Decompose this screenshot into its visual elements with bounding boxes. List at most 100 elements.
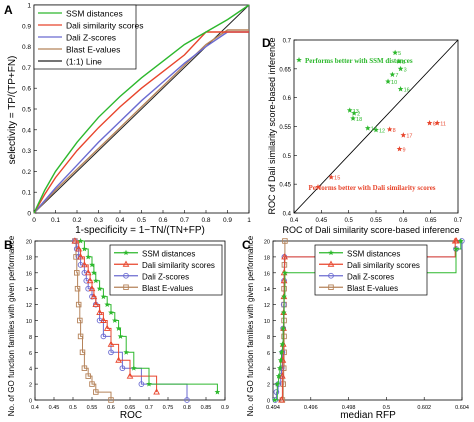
panel-d-xlabel: ROC of Dali similarity score-based infer…: [282, 225, 459, 235]
panel-b-point: [74, 270, 80, 276]
panel-d-point: [434, 120, 441, 126]
panel-b-point: [108, 309, 114, 315]
panel-c-point: [273, 389, 280, 395]
panel-c-xtick-label: 0.602: [417, 405, 431, 411]
panel-a-ytick-label: 1: [27, 3, 31, 10]
panel-b-point: [96, 308, 103, 315]
panel-d-point: [328, 174, 335, 180]
panel-c-point: [280, 309, 287, 315]
panel-a-roc-chart: selectivity = TP/(TP+FN) 1-specificity =…: [7, 3, 251, 237]
panel-d-xtick-label: 0.45: [315, 218, 327, 224]
panel-d-point-label: 18: [356, 117, 362, 123]
panel-b-legend-marker: [123, 249, 129, 256]
panel-d-annotation-dali-text: Performs better with Dali similarity sco…: [308, 184, 435, 192]
panel-b-point: [77, 333, 84, 340]
panel-a-xtick-label: 0.1: [51, 217, 60, 224]
panel-d-point: [350, 115, 356, 121]
panel-c-point: [453, 245, 459, 252]
panel-c-ytick-label: 8: [267, 335, 270, 341]
panel-c-rfp-distribution: No. of GO function families with given p…: [246, 235, 469, 421]
panel-d-ytick-label: 0.45: [279, 183, 291, 189]
panel-c-point: [274, 381, 281, 387]
panel-c-xtick-label: 0.494: [266, 405, 280, 411]
panel-a-xtick-label: 0.3: [94, 217, 103, 224]
panel-a-legend-label: SSM distances: [66, 9, 123, 19]
panel-b-ytick-label: 14: [26, 287, 32, 293]
panel-b-point: [126, 372, 134, 379]
panel-c-ytick-label: 0: [267, 399, 270, 405]
panel-b-ylabel: No. of GO function families with given p…: [7, 235, 16, 416]
panel-b-point: [81, 245, 88, 252]
panel-b-point: [74, 285, 81, 292]
panel-c-point: [281, 253, 288, 260]
panel-b-point: [85, 373, 91, 379]
panel-b-point: [88, 284, 96, 292]
panel-b-point: [86, 277, 94, 284]
panel-b-legend-marker: [123, 284, 129, 291]
panel-b-ytick-label: 6: [29, 351, 32, 357]
panel-c-xtick-label: 0.5: [383, 405, 391, 411]
panel-a-legend-label: (1:1) Line: [66, 57, 102, 67]
panel-b-point: [71, 237, 79, 244]
panel-b-xtick-label: 0.55: [87, 405, 98, 411]
panel-b-point: [119, 365, 126, 372]
panel-c-xtick-label: 0.498: [342, 405, 356, 411]
panel-b-point: [96, 285, 103, 292]
panel-a-xtick-label: 0.4: [115, 217, 124, 224]
panel-c-xtick-label: 0.604: [455, 405, 469, 411]
panel-b-point: [130, 365, 137, 371]
panel-b-legend-label: Blast E-values: [142, 284, 193, 293]
panel-b-point: [103, 324, 111, 331]
panel-c-legend-marker: [327, 260, 335, 267]
panel-letter-a: A: [4, 3, 13, 17]
panel-d-annotation-dali: Performs better with Dali similarity sco…: [308, 184, 435, 192]
panel-d-xtick-label: 0.55: [370, 218, 382, 224]
panel-a-series-line: [33, 31, 249, 214]
panel-b-xtick-label: 0.4: [31, 405, 39, 411]
panel-d-scatter: ROC of Dali similarity score-based infer…: [267, 37, 463, 235]
panel-a-ytick-label: 0.2: [22, 169, 31, 176]
panel-b-point: [115, 356, 122, 363]
panel-b-xtick-label: 0.6: [107, 405, 115, 411]
panel-c-point: [281, 293, 287, 300]
panel-b-xlabel: ROC: [120, 410, 142, 421]
panel-c-ytick-label: 18: [264, 255, 270, 261]
panel-d-xtick-label: 0.5: [344, 218, 353, 224]
panel-c-legend-label: Dali Z-scores: [347, 272, 394, 281]
panel-d-point-label: 2: [357, 112, 360, 118]
panel-d-point: [385, 78, 391, 84]
panel-b-point: [75, 245, 83, 252]
panel-d-point: [397, 65, 404, 72]
panel-d-annotation-dali-marker: [315, 184, 321, 190]
panel-c-ytick-label: 2: [267, 383, 270, 389]
panel-b-ytick-label: 10: [26, 319, 32, 325]
panel-b-point: [100, 293, 107, 300]
panel-b-legend-label: Dali Z-scores: [142, 272, 189, 281]
panel-b-point: [92, 277, 99, 284]
panel-b-ytick-label: 18: [26, 255, 32, 261]
panel-a-xtick-label: 0.2: [72, 217, 81, 224]
panel-a-ytick-label: 0.4: [22, 127, 31, 134]
panel-b-point: [184, 397, 190, 403]
panel-a-series-line: [33, 31, 249, 214]
panel-c-legend-label: Dali similarity scores: [347, 261, 420, 270]
panel-c-point: [276, 365, 283, 371]
panel-a-ytick-label: 0.7: [22, 65, 31, 72]
panel-b-point: [92, 300, 100, 308]
panel-d-annotation-ssm-text: Performs better with SSM distances: [305, 57, 413, 65]
panel-b-point: [100, 333, 107, 340]
panel-b-point: [107, 340, 115, 347]
panel-d-point: [397, 86, 404, 92]
panel-c-ytick-label: 14: [264, 287, 270, 293]
panel-d-point-label: 10: [391, 80, 397, 86]
panel-c-point: [279, 341, 286, 347]
panel-b-point: [81, 261, 88, 268]
panel-b-point: [89, 261, 95, 268]
panel-b-point: [104, 301, 111, 308]
panel-b-xtick-label: 0.45: [49, 405, 60, 411]
panel-c-xtick-label: 0.496: [304, 405, 318, 411]
panel-b-xtick-label: 0.75: [163, 405, 174, 411]
panel-b-point: [77, 317, 83, 324]
panel-b-point: [84, 269, 92, 276]
panel-c-xlabel: median RFP: [340, 410, 396, 421]
